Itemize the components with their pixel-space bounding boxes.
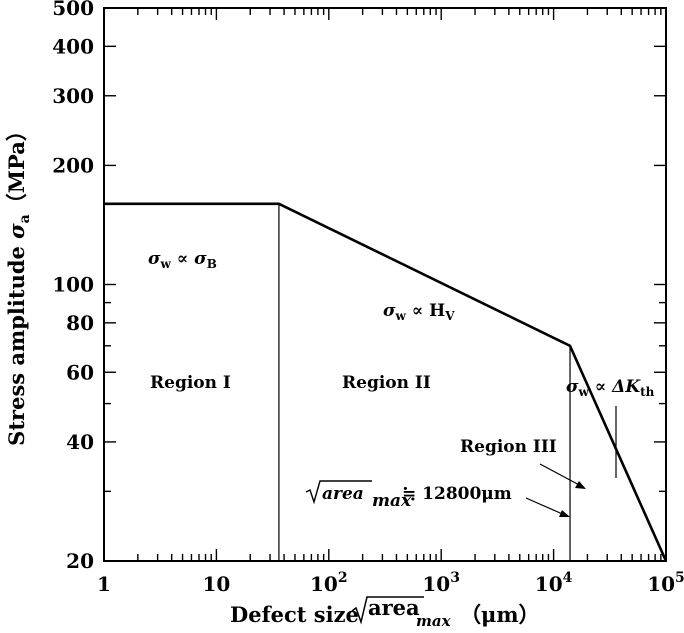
plot-frame — [103, 7, 667, 562]
y-tick-label: 400 — [52, 34, 94, 58]
relation-3-label: σw ∝ ΔKth — [566, 377, 655, 399]
x-axis-label-unit: （μm） — [460, 602, 540, 627]
transition-sub: max — [372, 491, 412, 511]
y-tick-label: 300 — [52, 84, 94, 108]
x-axis-label: Defect size area max （μm） — [230, 595, 540, 630]
svg-text:area: area — [322, 484, 364, 504]
region-3-arrow — [539, 463, 586, 489]
x-tick-label: 105 — [647, 570, 684, 596]
x-axis-label-text: Defect size — [230, 602, 359, 627]
transition-arrow — [525, 497, 570, 517]
y-tick-label: 40 — [66, 430, 94, 454]
svg-text:area: area — [368, 595, 420, 620]
y-tick-label: 80 — [66, 311, 94, 335]
x-axis-label-radical — [351, 596, 424, 625]
svg-text:max: max — [416, 612, 452, 630]
y-tick-label: 500 — [52, 0, 94, 20]
x-tick-label: 10 — [202, 572, 230, 596]
y-tick-label: 20 — [66, 549, 94, 573]
relation-2-label: σw ∝ HV — [383, 301, 455, 323]
y-axis-label: Stress amplitude σa（MPa） — [4, 120, 33, 446]
svg-text:（μm）: （μm） — [460, 602, 540, 627]
transition-radical — [305, 480, 372, 505]
x-tick-label: 104 — [535, 570, 573, 596]
series-layer — [104, 202, 668, 562]
y-tick-label: 200 — [52, 153, 94, 177]
x-tick-label: 103 — [422, 570, 460, 596]
fatigue-limit-line — [104, 202, 668, 562]
ticks-layer: 1 10 102 103 104 105 20 40 60 80 100 200 300 400 500 — [52, 0, 684, 596]
svg-text:≒ 12800μm: ≒ 12800μm — [402, 484, 512, 504]
y-tick-label: 60 — [66, 360, 94, 384]
x-tick-label: 1 — [97, 572, 111, 596]
x-axis-label-sub: max — [416, 612, 452, 630]
region-2-label: Region II — [342, 373, 431, 393]
region-1-label: Region I — [150, 373, 231, 393]
x-axis-label-radicand: area — [368, 595, 420, 620]
region-3-label: Region III — [460, 437, 557, 457]
x-tick-label: 102 — [310, 570, 348, 596]
svg-text:max: max — [372, 491, 412, 511]
relation-1-label: σw ∝ σB — [148, 249, 217, 271]
transition-value: ≒ 12800μm — [402, 484, 512, 504]
svg-text:Defect size: Defect size — [230, 602, 359, 627]
transition-annotation: area max ≒ 12800μm — [305, 480, 512, 511]
transition-radicand: area — [322, 484, 364, 504]
dividers-layer — [278, 203, 571, 561]
y-tick-label: 100 — [52, 273, 94, 297]
